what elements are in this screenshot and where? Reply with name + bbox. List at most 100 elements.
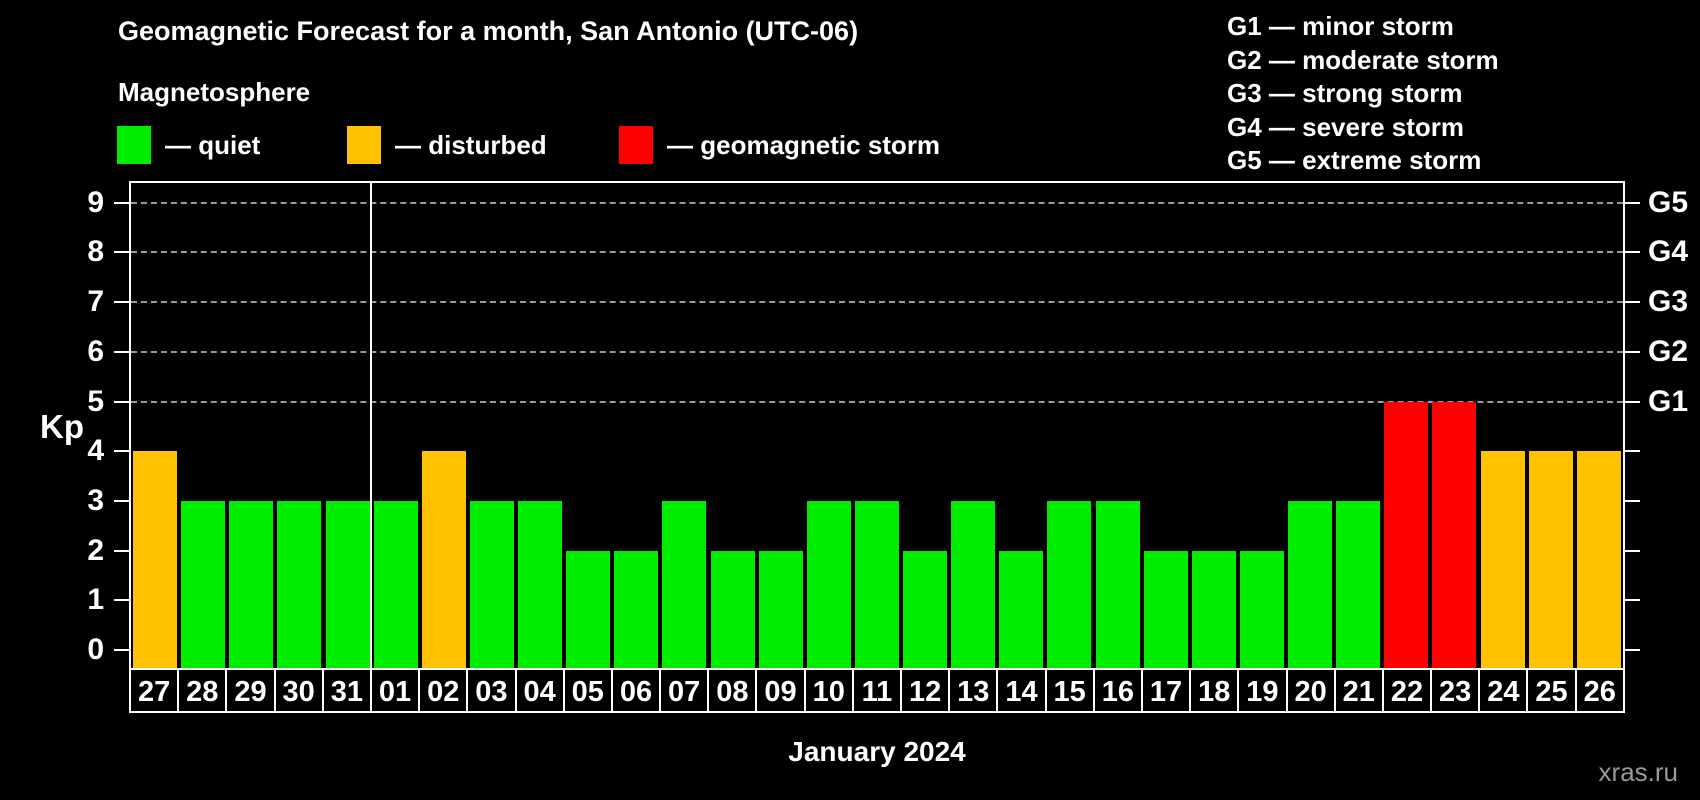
tick-mark-kp6 xyxy=(114,350,129,353)
kp-bar-17 xyxy=(1143,550,1188,668)
kp-bar-20 xyxy=(1288,500,1333,668)
date-label-20: 20 xyxy=(1285,668,1336,713)
tick-mark-kp9 xyxy=(1625,201,1640,204)
y-tick-label-1: 1 xyxy=(87,583,104,617)
tick-mark-kp7 xyxy=(114,301,129,304)
kp-bar-19 xyxy=(1239,550,1284,668)
right-axis-label-g5: G5 xyxy=(1648,185,1689,219)
kp-bar-01 xyxy=(373,500,418,668)
kp-bar-28 xyxy=(181,500,226,668)
kp-bar-11 xyxy=(854,500,899,668)
legend-item-quiet: — quiet xyxy=(117,126,260,164)
kp-bar-25 xyxy=(1528,451,1573,668)
kp-bar-16 xyxy=(1095,500,1140,668)
date-label-28: 28 xyxy=(177,668,228,713)
y-tick-label-5: 5 xyxy=(87,384,104,418)
xras-watermark-link[interactable]: xras.ru xyxy=(1598,757,1678,787)
date-label-09: 09 xyxy=(755,668,806,713)
date-label-25: 25 xyxy=(1526,668,1577,713)
date-label-02: 02 xyxy=(418,668,469,713)
date-label-16: 16 xyxy=(1092,668,1143,713)
date-label-10: 10 xyxy=(803,668,854,713)
tick-mark-kp3 xyxy=(114,499,129,502)
date-label-22: 22 xyxy=(1381,668,1433,713)
kp-bar-29 xyxy=(229,500,274,668)
date-label-24: 24 xyxy=(1478,668,1529,713)
y-tick-label-3: 3 xyxy=(87,483,104,517)
date-label-08: 08 xyxy=(707,668,758,713)
tick-mark-kp8 xyxy=(114,251,129,254)
tick-mark-kp2 xyxy=(1625,549,1640,552)
y-axis-title: Kp xyxy=(40,408,84,445)
right-axis-label-g2: G2 xyxy=(1648,334,1689,368)
date-label-06: 06 xyxy=(610,668,662,713)
date-label-26: 26 xyxy=(1574,668,1625,713)
gridline-kp5 xyxy=(131,400,1623,403)
tick-mark-kp1 xyxy=(114,599,129,602)
chart-plot-area xyxy=(129,181,1625,670)
tick-mark-kp0 xyxy=(114,649,129,651)
kp-bar-15 xyxy=(1047,500,1092,668)
legend-item-disturbed: — disturbed xyxy=(347,126,547,164)
legend-label-storm: — geomagnetic storm xyxy=(667,129,941,160)
tick-mark-kp7 xyxy=(1625,301,1640,304)
kp-bar-14 xyxy=(999,550,1044,668)
right-axis-label-g4: G4 xyxy=(1648,235,1689,269)
y-tick-label-0: 0 xyxy=(87,633,104,666)
right-axis-label-g1: G1 xyxy=(1648,384,1689,418)
tick-mark-kp0 xyxy=(1625,649,1640,651)
date-label-13: 13 xyxy=(948,668,999,713)
tick-mark-kp8 xyxy=(1625,251,1640,254)
date-label-11: 11 xyxy=(851,668,902,713)
storm-scale-g2: G2 — moderate storm xyxy=(1227,44,1499,75)
tick-mark-kp9 xyxy=(114,201,129,204)
gridline-kp6 xyxy=(131,350,1623,353)
chart-subtitle: Magnetosphere xyxy=(118,77,311,107)
date-label-27: 27 xyxy=(129,668,180,713)
date-label-23: 23 xyxy=(1430,668,1481,713)
storm-scale-axis-labels: G1 G2 G3 G4 G5 xyxy=(1648,181,1700,670)
y-tick-label-6: 6 xyxy=(87,334,104,368)
quiet-color-swatch-icon xyxy=(117,126,151,164)
tick-mark-kp1 xyxy=(1625,599,1640,602)
kp-bar-02 xyxy=(421,451,466,668)
tick-mark-kp3 xyxy=(1625,499,1640,502)
tick-mark-kp4 xyxy=(114,450,129,453)
tick-mark-kp2 xyxy=(114,549,129,552)
date-label-07: 07 xyxy=(659,668,710,713)
storm-scale-legend: G1 — minor storm G2 — moderate storm G3 … xyxy=(1227,10,1499,178)
kp-bar-09 xyxy=(758,550,803,668)
kp-bar-22 xyxy=(1384,401,1429,668)
kp-bar-27 xyxy=(133,451,177,668)
date-label-01: 01 xyxy=(369,668,421,713)
date-label-15: 15 xyxy=(1044,668,1095,713)
storm-scale-g5: G5 — extreme storm xyxy=(1227,145,1482,175)
tick-mark-kp4 xyxy=(1625,450,1640,453)
date-label-31: 31 xyxy=(321,668,372,713)
legend-item-storm: — geomagnetic storm xyxy=(619,126,940,164)
legend-label-quiet: — quiet xyxy=(165,129,261,160)
kp-bar-06 xyxy=(614,550,659,668)
kp-bar-24 xyxy=(1480,451,1525,668)
y-axis-left-ticks xyxy=(114,181,129,670)
storm-color-swatch-icon xyxy=(619,126,653,164)
gridline-kp9 xyxy=(131,201,1623,204)
date-label-05: 05 xyxy=(562,668,613,713)
date-label-14: 14 xyxy=(996,668,1047,713)
kp-bar-03 xyxy=(469,500,514,668)
kp-bar-18 xyxy=(1191,550,1236,668)
gridline-kp8 xyxy=(131,251,1623,254)
gridline-kp7 xyxy=(131,301,1623,304)
kp-bar-04 xyxy=(518,500,563,668)
date-label-18: 18 xyxy=(1189,668,1240,713)
storm-scale-g3: G3 — strong storm xyxy=(1227,78,1463,108)
y-axis-tick-labels: 0 1 2 3 4 5 6 7 8 9 xyxy=(0,181,112,670)
legend-label-disturbed: — disturbed xyxy=(395,129,547,160)
y-tick-label-9: 9 xyxy=(87,185,104,219)
kp-bar-05 xyxy=(566,550,611,668)
tick-mark-kp6 xyxy=(1625,350,1640,353)
storm-scale-g4: G4 — severe storm xyxy=(1227,111,1465,142)
date-label-12: 12 xyxy=(900,668,951,713)
kp-bar-31 xyxy=(325,500,370,668)
